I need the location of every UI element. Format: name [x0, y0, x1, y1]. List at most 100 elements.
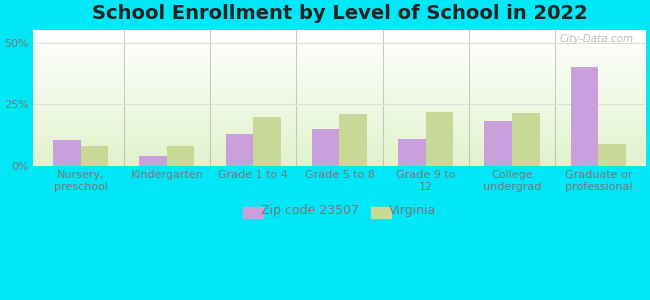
Bar	[33, 64, 646, 65]
Bar	[33, 74, 646, 75]
Bar	[33, 141, 646, 142]
Bar	[33, 90, 646, 91]
Bar	[33, 54, 646, 55]
Bar	[484, 122, 512, 166]
Bar	[33, 45, 646, 46]
Bar	[33, 98, 646, 99]
Bar	[312, 129, 339, 166]
Bar	[33, 112, 646, 113]
Bar	[33, 62, 646, 63]
Bar	[33, 153, 646, 154]
Bar	[33, 60, 646, 61]
Bar	[33, 160, 646, 161]
Bar	[571, 67, 599, 166]
Bar	[339, 114, 367, 166]
Legend: Zip code 23507, Virginia: Zip code 23507, Virginia	[238, 199, 441, 222]
Bar	[33, 82, 646, 83]
Bar	[33, 154, 646, 155]
Bar	[33, 138, 646, 139]
Bar	[33, 43, 646, 44]
Bar	[33, 159, 646, 160]
Bar	[33, 125, 646, 126]
Bar	[33, 102, 646, 103]
Bar	[139, 156, 167, 166]
Bar	[33, 107, 646, 108]
Bar	[512, 113, 540, 166]
Bar	[33, 117, 646, 118]
Bar	[33, 161, 646, 162]
Bar	[33, 58, 646, 59]
Bar	[33, 79, 646, 80]
Bar	[33, 93, 646, 94]
Bar	[33, 115, 646, 116]
Bar	[33, 91, 646, 92]
Bar	[33, 96, 646, 97]
Bar	[33, 49, 646, 50]
Bar	[33, 32, 646, 33]
Bar	[33, 36, 646, 37]
Bar	[33, 37, 646, 38]
Bar	[33, 75, 646, 76]
Bar	[33, 134, 646, 135]
Bar	[33, 51, 646, 52]
Bar	[33, 136, 646, 137]
Bar	[33, 48, 646, 49]
Bar	[226, 134, 253, 166]
Bar	[33, 131, 646, 132]
Bar	[33, 72, 646, 73]
Bar	[33, 135, 646, 136]
Bar	[33, 126, 646, 127]
Bar	[33, 52, 646, 53]
Bar	[33, 105, 646, 106]
Bar	[33, 71, 646, 72]
Bar	[33, 59, 646, 60]
Bar	[599, 144, 626, 166]
Bar	[33, 34, 646, 35]
Bar	[33, 163, 646, 164]
Bar	[33, 147, 646, 148]
Bar	[33, 155, 646, 156]
Bar	[33, 109, 646, 110]
Bar	[33, 103, 646, 104]
Bar	[33, 108, 646, 109]
Bar	[33, 143, 646, 144]
Bar	[33, 129, 646, 130]
Bar	[33, 137, 646, 138]
Bar	[33, 87, 646, 88]
Bar	[33, 151, 646, 152]
Bar	[33, 86, 646, 87]
Bar	[33, 106, 646, 107]
Bar	[33, 88, 646, 89]
Bar	[33, 100, 646, 101]
Bar	[33, 47, 646, 48]
Bar	[33, 124, 646, 125]
Bar	[81, 146, 108, 166]
Bar	[33, 41, 646, 42]
Bar	[33, 35, 646, 36]
Bar	[33, 164, 646, 165]
Bar	[33, 81, 646, 82]
Bar	[33, 101, 646, 102]
Bar	[33, 162, 646, 163]
Bar	[33, 114, 646, 115]
Bar	[33, 146, 646, 147]
Bar	[33, 94, 646, 95]
Bar	[33, 154, 646, 155]
Title: School Enrollment by Level of School in 2022: School Enrollment by Level of School in …	[92, 4, 588, 23]
Bar	[33, 92, 646, 93]
Bar	[33, 65, 646, 66]
Bar	[33, 50, 646, 51]
Bar	[33, 158, 646, 159]
Bar	[33, 68, 646, 69]
Bar	[33, 95, 646, 96]
Bar	[33, 76, 646, 77]
Bar	[33, 165, 646, 166]
Bar	[33, 40, 646, 41]
Bar	[33, 66, 646, 67]
Bar	[33, 80, 646, 81]
Bar	[33, 113, 646, 114]
Bar	[33, 122, 646, 123]
Bar	[33, 78, 646, 79]
Bar	[33, 157, 646, 158]
Bar	[33, 148, 646, 149]
